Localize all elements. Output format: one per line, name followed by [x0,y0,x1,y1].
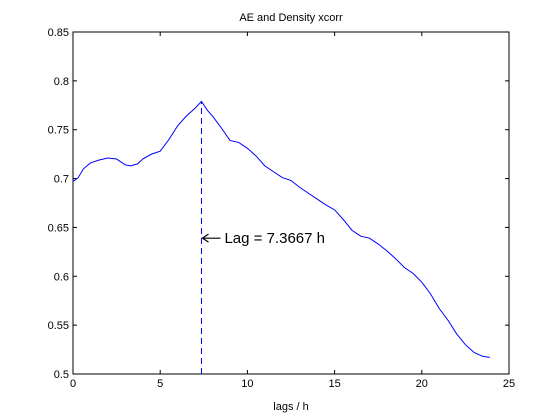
annotation-text: Lag = 7.3667 h [224,230,325,247]
y-tick-label: 0.85 [48,27,69,39]
y-tick-label: 0.7 [54,174,69,186]
y-tick-label: 0.5 [54,369,69,381]
chart-title: AE and Density xcorr [239,12,343,24]
y-tick-label: 0.65 [48,222,69,234]
x-axis-label: lags / h [273,401,308,413]
plot-area [73,32,509,374]
y-tick-label: 0.8 [54,76,69,88]
x-tick-label: 5 [157,378,163,390]
y-tick-label: 0.55 [48,320,69,332]
x-tick-label: 25 [503,378,515,390]
x-tick-label: 15 [328,378,340,390]
x-tick-label: 0 [70,378,76,390]
y-tick-label: 0.75 [48,125,69,137]
x-tick-label: 20 [416,378,428,390]
x-tick-label: 10 [241,378,253,390]
y-tick-label: 0.6 [54,271,69,283]
